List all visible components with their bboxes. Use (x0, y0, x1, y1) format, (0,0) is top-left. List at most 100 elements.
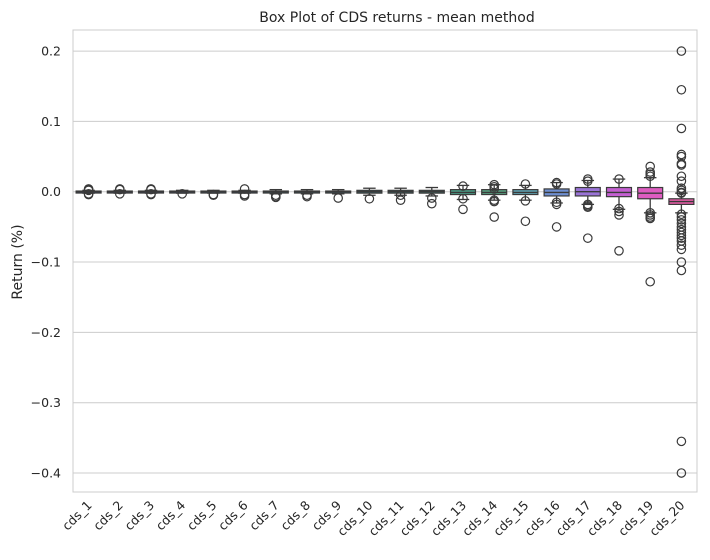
outlier-point (551, 179, 562, 189)
outlier-point (395, 195, 406, 205)
x-tick-label: cds_8 (277, 497, 313, 533)
x-tick-label: cds_7 (246, 498, 282, 534)
outlier-point (551, 199, 562, 210)
y-tick-label: 0.2 (41, 44, 61, 59)
outlier-point (582, 176, 593, 186)
y-axis-label: Return (%) (10, 224, 26, 299)
outlier-point (676, 84, 687, 95)
plot-frame (72, 29, 698, 493)
outlier-point (676, 209, 687, 220)
outlier-point (614, 206, 624, 217)
box-cds_7 (262, 188, 289, 203)
outlier-point (676, 265, 687, 276)
outlier-point (458, 193, 468, 204)
x-tick-label: cds_3 (121, 498, 157, 534)
outlier-point (208, 190, 219, 201)
box-cds_18 (605, 174, 633, 256)
outlier-point (614, 246, 624, 256)
outlier-point (645, 171, 655, 182)
box-cds_20 (668, 46, 695, 478)
outlier-point (302, 191, 312, 202)
outlier-point (582, 202, 593, 213)
outlier-point (676, 160, 687, 170)
outlier-point (426, 198, 437, 209)
outlier-point (676, 212, 687, 222)
outlier-point (489, 212, 499, 222)
outlier-point (614, 203, 624, 214)
outlier-point (426, 193, 437, 203)
x-tick-label: cds_1 (59, 498, 95, 534)
outlier-point (115, 184, 125, 195)
box-cds_10 (356, 187, 383, 204)
x-tick-label: cds_20 (646, 497, 687, 538)
box-cds_11 (387, 187, 414, 205)
y-tick-labels: 0.2 0.1 0.0 −0.1 −0.2 −0.3 −0.4 (31, 44, 61, 481)
outlier-point (676, 188, 687, 198)
outlier-point (520, 179, 531, 189)
y-tick-label: −0.4 (31, 466, 61, 481)
outlier-point (239, 184, 250, 194)
outlier-point (146, 189, 156, 200)
box-cds_1 (75, 184, 102, 200)
boxes (75, 46, 695, 478)
outlier-point (333, 193, 343, 203)
outlier-point (489, 196, 499, 207)
outlier-point (676, 46, 687, 56)
box-cds_8 (293, 188, 321, 202)
box-cds_15 (512, 179, 539, 227)
y-tick-label: −0.2 (31, 325, 61, 340)
outlier-point (614, 174, 624, 184)
outlier-point (676, 171, 687, 182)
outlier-point (83, 185, 94, 196)
outlier-point (676, 176, 687, 186)
y-tick-label: 0.0 (41, 184, 61, 199)
outlier-point (458, 181, 468, 191)
gridlines (73, 50, 697, 474)
outlier-point (676, 240, 687, 250)
outlier-point (364, 193, 375, 204)
chart-title: Box Plot of CDS returns - mean method (259, 10, 534, 26)
box-cds_5 (200, 189, 227, 201)
outlier-point (676, 230, 687, 241)
outlier-point (676, 123, 687, 134)
box-cds_13 (449, 181, 477, 215)
outlier-point (676, 233, 687, 243)
x-tick-label: cds_5 (184, 498, 220, 534)
box-cds_19 (637, 161, 664, 287)
outlier-point (146, 184, 156, 195)
outlier-point (489, 184, 499, 194)
box-cds_16 (543, 177, 570, 232)
outlier-point (177, 189, 187, 199)
box-cds_17 (574, 174, 601, 243)
y-tick-label: 0.1 (41, 114, 61, 129)
outlier-point (458, 204, 468, 215)
outlier-point (676, 436, 687, 447)
y-tick-label: −0.1 (31, 255, 61, 270)
outlier-point (645, 213, 655, 224)
x-tick-label: cds_2 (90, 498, 126, 534)
outlier-point (676, 244, 687, 255)
box-cds_9 (325, 188, 352, 203)
box-cds_3 (137, 184, 165, 200)
outlier-point (520, 216, 531, 227)
outlier-point (645, 161, 655, 172)
x-tick-label: cds_6 (215, 497, 251, 533)
outlier-point (676, 215, 687, 225)
box-cds_4 (169, 189, 196, 199)
outlier-point (551, 222, 562, 232)
outlier-point (520, 196, 531, 206)
outlier-point (83, 189, 94, 200)
outlier-point (614, 210, 624, 220)
box-cds_6 (231, 184, 258, 201)
outlier-point (645, 276, 655, 287)
box-cds_2 (106, 184, 133, 199)
outlier-point (270, 192, 281, 203)
x-tick-labels: cds_1cds_2cds_3cds_4cds_5cds_6cds_7cds_8… (59, 497, 688, 538)
outlier-point (582, 233, 593, 243)
outlier-point (115, 189, 125, 199)
outlier-point (239, 191, 250, 201)
box-cds_14 (481, 179, 508, 222)
outlier-point (676, 218, 687, 229)
outlier-point (395, 190, 406, 201)
outlier-point (676, 468, 687, 478)
